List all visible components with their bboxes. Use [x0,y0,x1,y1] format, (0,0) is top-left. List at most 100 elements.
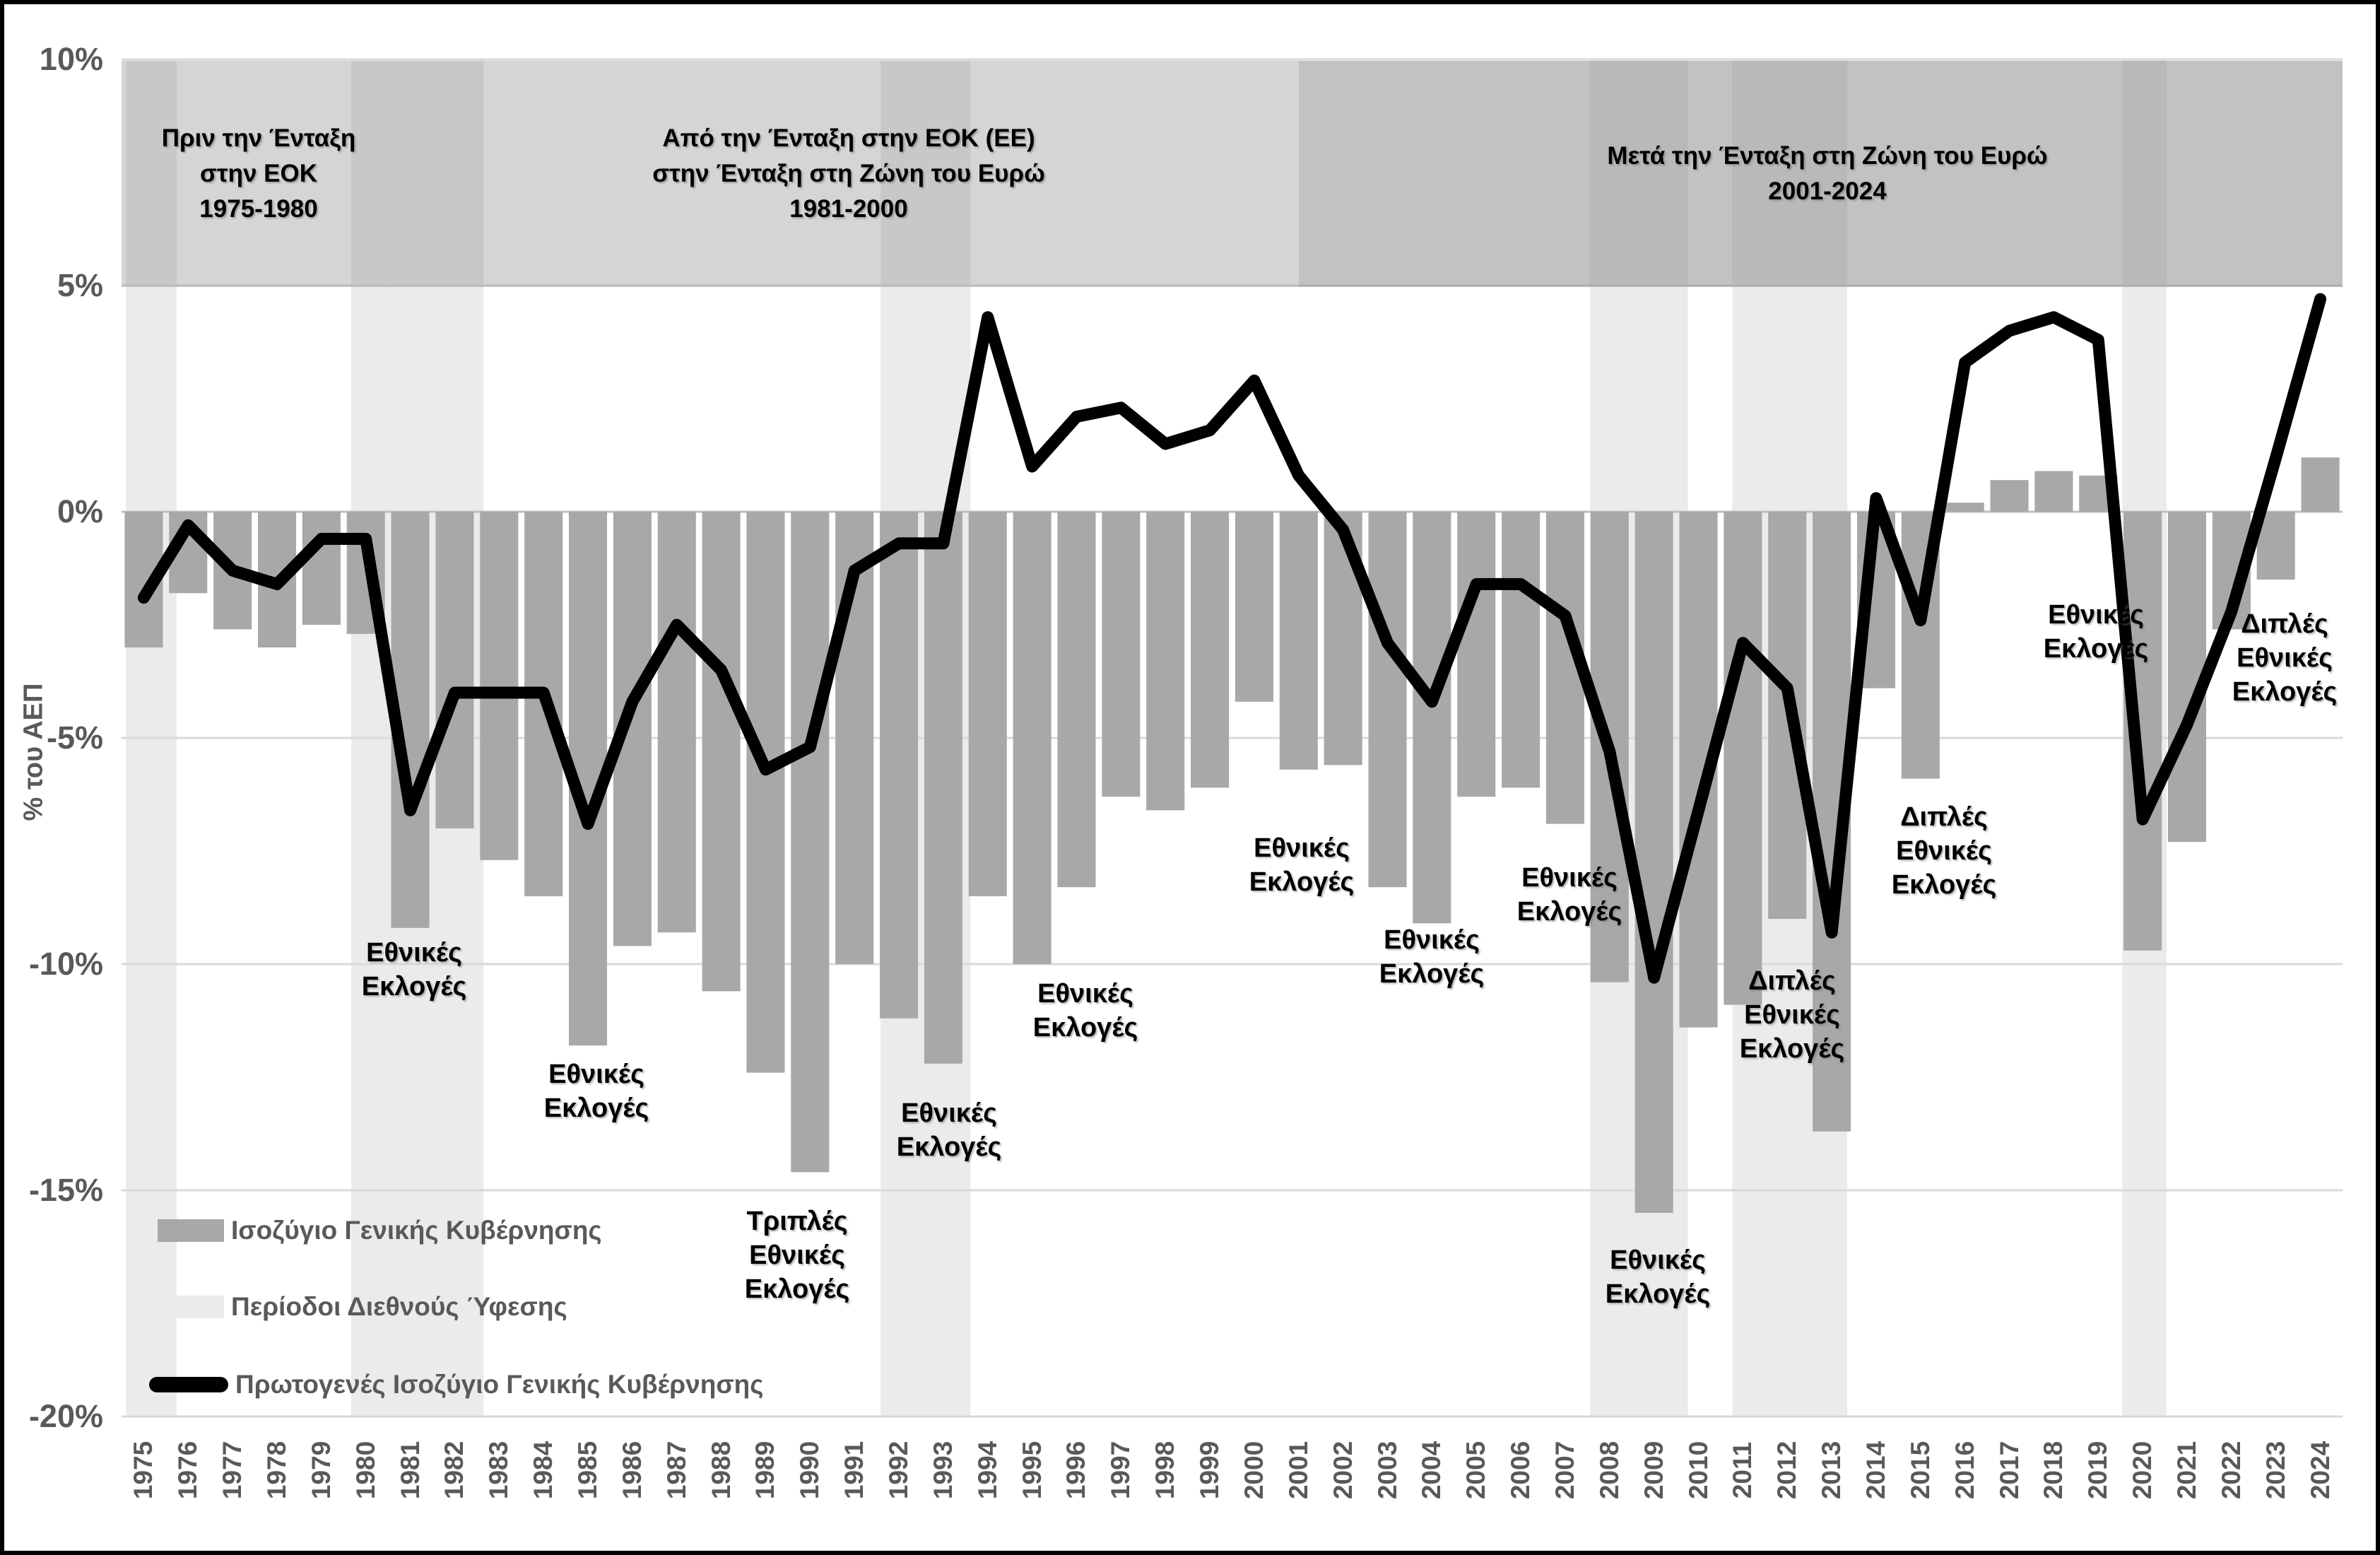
legend-swatch-recession [158,1296,224,1318]
bar-1982 [435,512,474,828]
bar-2004 [1413,512,1451,924]
era-title-line: στην Ένταξη στη Ζώνη του Ευρώ [652,160,1045,187]
x-tick-1997: 1997 [1106,1440,1136,1500]
election-annotation-line: Εκλογές [1249,867,1355,897]
bar-1992 [880,512,919,1019]
x-tick-2007: 2007 [1550,1440,1579,1500]
election-annotation-line: Εθνικές [548,1060,644,1089]
election-annotation-line: Εθνικές [1037,979,1133,1009]
bar-1983 [480,512,519,860]
x-tick-2019: 2019 [2083,1440,2113,1500]
election-annotation: Εθνικές Εκλογές [1379,923,1484,991]
bar-1990 [791,512,830,1173]
y-tick-0%: 0% [57,493,103,529]
x-tick-1995: 1995 [1017,1440,1047,1500]
x-tick-2024: 2024 [2305,1440,2335,1500]
era-band-1 [388,61,1299,287]
era-title-line: Πριν την Ένταξη [161,124,356,152]
bar-1993 [924,512,962,1064]
election-annotation-line: Εθνικές [1254,833,1350,863]
x-tick-2018: 2018 [2039,1440,2068,1500]
x-tick-1990: 1990 [795,1440,825,1500]
bar-2000 [1235,512,1273,702]
legend-swatch-line [149,1377,228,1392]
x-tick-2020: 2020 [2128,1440,2157,1500]
x-tick-1977: 1977 [218,1440,247,1500]
era-title-line: Από την Ένταξη στην ΕΟΚ (ΕΕ) [662,124,1035,152]
x-tick-1985: 1985 [573,1440,603,1500]
x-tick-1983: 1983 [484,1440,514,1500]
y-tick-10%: 10% [39,41,103,77]
x-tick-2021: 2021 [2172,1440,2201,1500]
election-annotation-line: Εθνικές [1384,925,1480,955]
x-tick-1986: 1986 [617,1440,647,1500]
election-annotation: Εθνικές Εκλογές [897,1096,1001,1164]
election-annotation-line: Εκλογές [1032,1013,1138,1043]
x-tick-2009: 2009 [1639,1440,1668,1500]
era-band-2 [1298,61,2343,287]
era-title-line: 1981-2000 [789,195,908,223]
x-tick-2016: 2016 [1950,1440,1979,1500]
x-tick-1993: 1993 [928,1440,958,1500]
y-tick-5%: 5% [57,267,103,303]
y-axis-title: % του ΑΕΠ [18,683,49,821]
x-tick-1982: 1982 [440,1440,469,1500]
era-title-eurozone: Μετά την Ένταξη στη Ζώνη του Ευρώ 2001-2… [1607,139,2047,209]
election-annotation-line: Εκλογές [1605,1279,1711,1309]
bar-1995 [1013,512,1051,964]
primary-balance-line [137,293,2327,984]
x-tick-2011: 2011 [1728,1441,1757,1499]
election-annotation: Εθνικές Εκλογές [1517,861,1622,929]
x-tick-2015: 2015 [1905,1440,1935,1500]
legend-label: Ισοζύγιο Γενικής Κυβέρνησης [231,1216,602,1245]
election-annotation-line: Εκλογές [1891,870,1997,900]
x-tick-1981: 1981 [395,1440,425,1500]
x-tick-1996: 1996 [1061,1440,1091,1500]
x-tick-2000: 2000 [1239,1440,1268,1500]
x-tick-1988: 1988 [706,1440,736,1500]
x-tick-1999: 1999 [1195,1440,1225,1500]
election-annotation: Εθνικές Εκλογές [544,1057,649,1125]
election-annotation: Διπλές Εθνικές Εκλογές [1740,964,1844,1066]
x-tick-2006: 2006 [1506,1440,1536,1500]
election-annotation-line: Τριπλές [746,1207,848,1236]
x-tick-1987: 1987 [661,1440,691,1500]
x-tick-1992: 1992 [884,1440,914,1500]
legend-item-primary-balance: Πρωτογενές Ισοζύγιο Γενικής Κυβέρνησης [149,1363,764,1406]
x-tick-1980: 1980 [350,1440,380,1500]
election-annotation-line: Εθνικές [901,1098,997,1128]
election-annotation-line: Εκλογές [896,1132,1002,1162]
election-annotation: Εθνικές Εκλογές [2044,598,2148,666]
election-annotation-line: Διπλές [2241,609,2328,639]
era-title-line: στην ΕΟΚ [200,160,317,187]
x-tick-1979: 1979 [306,1440,336,1500]
x-tick-2022: 2022 [2216,1440,2246,1500]
bar-2016 [1945,503,1984,512]
bar-1979 [302,512,341,625]
x-tick-2017: 2017 [1994,1440,2024,1500]
election-annotation-line: Εκλογές [1516,897,1622,927]
bar-2006 [1502,512,1540,788]
x-tick-1991: 1991 [840,1440,869,1500]
legend-item-balance: Ισοζύγιο Γενικής Κυβέρνησης [149,1209,602,1252]
bar-1997 [1102,512,1141,797]
election-annotation-line: Εκλογές [543,1093,649,1123]
election-annotation-line: Εκλογές [1739,1034,1845,1064]
chart-canvas [122,58,2343,1418]
election-annotation: Διπλές Εθνικές Εκλογές [1892,800,1996,902]
era-title-line: 2001-2024 [1768,177,1887,205]
x-tick-2003: 2003 [1372,1440,1402,1500]
era-title-line: 1975-1980 [199,195,318,223]
election-annotation-line: Εθνικές [366,938,462,968]
x-tick-2004: 2004 [1417,1440,1447,1500]
era-title-line: Μετά την Ένταξη στη Ζώνη του Ευρώ [1607,142,2048,170]
era-band-0 [122,61,389,287]
election-annotation-line: Εθνικές [1744,1000,1840,1030]
y-tick--10%: -10% [28,946,103,982]
legend-label: Πρωτογενές Ισοζύγιο Γενικής Κυβέρνησης [235,1370,764,1399]
bar-2005 [1457,512,1496,797]
election-annotation: Εθνικές Εκλογές [1249,831,1354,899]
legend-swatch-bar [158,1219,224,1242]
x-tick-1989: 1989 [750,1440,780,1500]
